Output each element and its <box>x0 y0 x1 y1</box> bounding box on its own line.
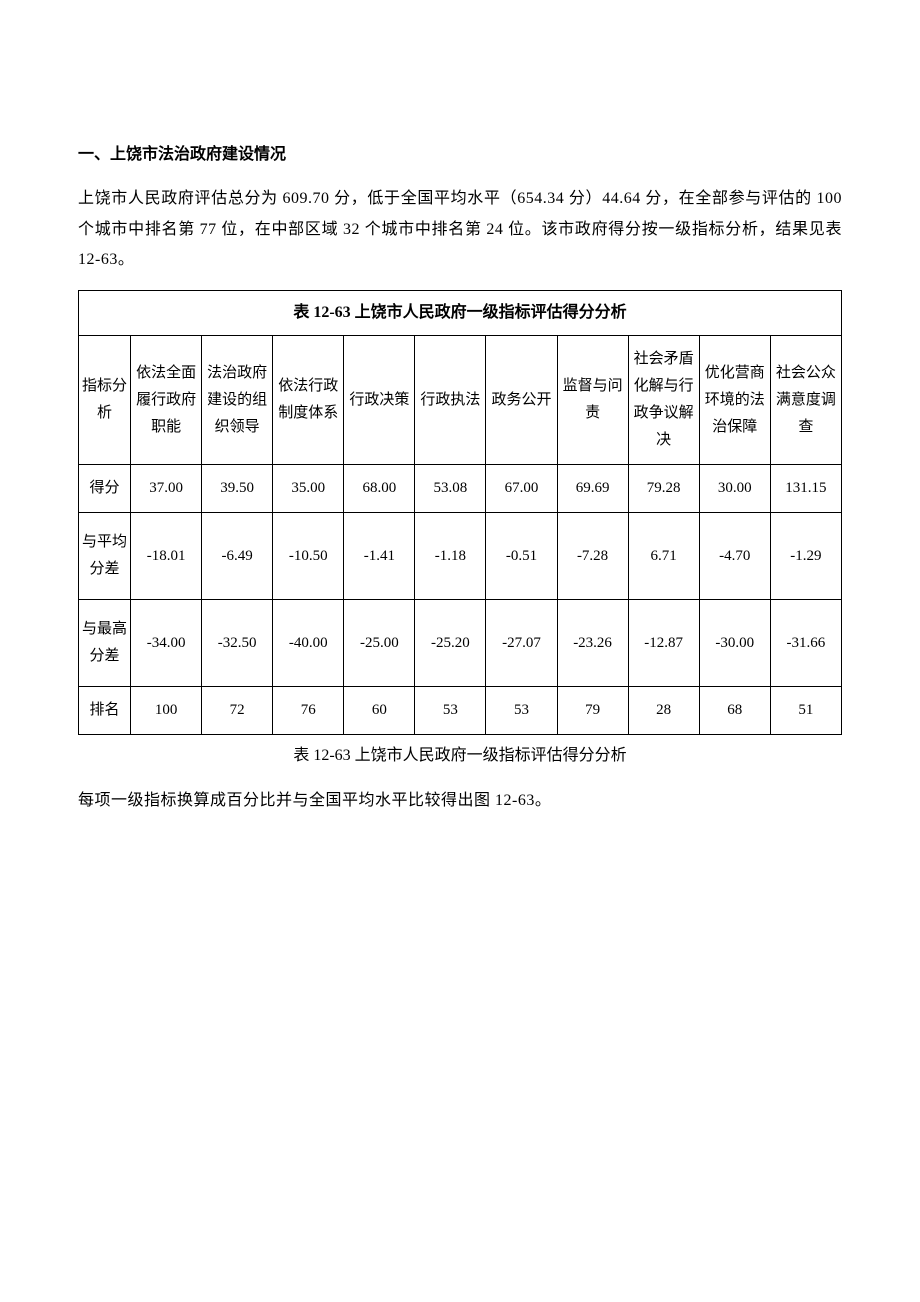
table-cell: -10.50 <box>273 513 344 600</box>
table-cell: 37.00 <box>131 465 202 513</box>
table-header-cell: 依法行政制度体系 <box>273 336 344 465</box>
table-cell: -7.28 <box>557 513 628 600</box>
table-cell: -6.49 <box>202 513 273 600</box>
table-header-cell: 监督与问责 <box>557 336 628 465</box>
table-row: 得分 37.00 39.50 35.00 68.00 53.08 67.00 6… <box>79 465 842 513</box>
table-caption: 表 12-63 上饶市人民政府一级指标评估得分分析 <box>78 741 842 771</box>
closing-paragraph: 每项一级指标换算成百分比并与全国平均水平比较得出图 12-63。 <box>78 786 842 816</box>
section-heading: 一、上饶市法治政府建设情况 <box>78 140 842 170</box>
table-header-cell: 社会公众满意度调查 <box>770 336 841 465</box>
evaluation-table: 表 12-63 上饶市人民政府一级指标评估得分分析 指标分析 依法全面履行政府职… <box>78 290 842 736</box>
table-cell: 39.50 <box>202 465 273 513</box>
table-cell: 53 <box>486 687 557 735</box>
table-header-cell: 依法全面履行政府职能 <box>131 336 202 465</box>
table-cell: -25.00 <box>344 600 415 687</box>
table-cell: 69.69 <box>557 465 628 513</box>
table-cell: 60 <box>344 687 415 735</box>
row-label: 排名 <box>79 687 131 735</box>
table-cell: 79.28 <box>628 465 699 513</box>
table-cell: -4.70 <box>699 513 770 600</box>
row-label: 得分 <box>79 465 131 513</box>
table-row: 与最高分差 -34.00 -32.50 -40.00 -25.00 -25.20… <box>79 600 842 687</box>
table-title-row: 表 12-63 上饶市人民政府一级指标评估得分分析 <box>79 290 842 336</box>
intro-paragraph: 上饶市人民政府评估总分为 609.70 分，低于全国平均水平（654.34 分）… <box>78 184 842 275</box>
table-cell: -12.87 <box>628 600 699 687</box>
table-cell: -25.20 <box>415 600 486 687</box>
table-header-cell: 政务公开 <box>486 336 557 465</box>
table-cell: -1.18 <box>415 513 486 600</box>
table-header-cell: 指标分析 <box>79 336 131 465</box>
table-header-cell: 优化营商环境的法治保障 <box>699 336 770 465</box>
table-cell: -23.26 <box>557 600 628 687</box>
table-cell: -1.41 <box>344 513 415 600</box>
table-cell: 6.71 <box>628 513 699 600</box>
table-row: 与平均分差 -18.01 -6.49 -10.50 -1.41 -1.18 -0… <box>79 513 842 600</box>
table-cell: 79 <box>557 687 628 735</box>
table-cell: -32.50 <box>202 600 273 687</box>
table-cell: -0.51 <box>486 513 557 600</box>
row-label: 与最高分差 <box>79 600 131 687</box>
table-cell: -18.01 <box>131 513 202 600</box>
table-cell: 72 <box>202 687 273 735</box>
table-cell: 53.08 <box>415 465 486 513</box>
table-cell: 76 <box>273 687 344 735</box>
table-header-cell: 社会矛盾化解与行政争议解决 <box>628 336 699 465</box>
table-cell: -30.00 <box>699 600 770 687</box>
table-cell: 67.00 <box>486 465 557 513</box>
table-row: 排名 100 72 76 60 53 53 79 28 68 51 <box>79 687 842 735</box>
table-cell: -31.66 <box>770 600 841 687</box>
table-cell: -1.29 <box>770 513 841 600</box>
table-header-cell: 行政决策 <box>344 336 415 465</box>
table-header-row: 指标分析 依法全面履行政府职能 法治政府建设的组织领导 依法行政制度体系 行政决… <box>79 336 842 465</box>
table-header-cell: 行政执法 <box>415 336 486 465</box>
table-cell: 30.00 <box>699 465 770 513</box>
table-cell: 68.00 <box>344 465 415 513</box>
table-cell: 53 <box>415 687 486 735</box>
table-cell: 100 <box>131 687 202 735</box>
table-header-cell: 法治政府建设的组织领导 <box>202 336 273 465</box>
row-label: 与平均分差 <box>79 513 131 600</box>
table-cell: 51 <box>770 687 841 735</box>
table-cell: 35.00 <box>273 465 344 513</box>
table-cell: 68 <box>699 687 770 735</box>
table-title: 表 12-63 上饶市人民政府一级指标评估得分分析 <box>79 290 842 336</box>
table-cell: -27.07 <box>486 600 557 687</box>
table-cell: -40.00 <box>273 600 344 687</box>
table-cell: -34.00 <box>131 600 202 687</box>
table-cell: 28 <box>628 687 699 735</box>
table-cell: 131.15 <box>770 465 841 513</box>
